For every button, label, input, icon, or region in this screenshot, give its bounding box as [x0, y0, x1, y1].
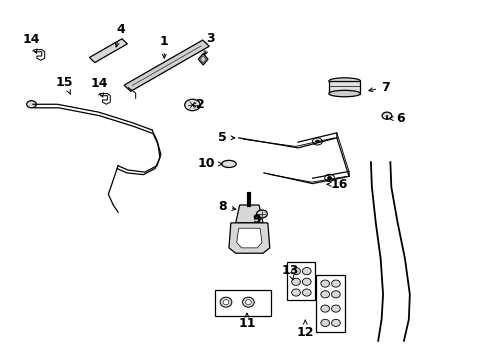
- Text: 13: 13: [281, 264, 298, 280]
- Ellipse shape: [331, 291, 340, 298]
- Text: 3: 3: [203, 32, 214, 55]
- Ellipse shape: [320, 291, 329, 298]
- Ellipse shape: [331, 305, 340, 312]
- Text: 12: 12: [296, 320, 313, 339]
- Ellipse shape: [242, 297, 254, 307]
- Ellipse shape: [302, 289, 310, 296]
- Text: 4: 4: [115, 23, 124, 47]
- Text: 14: 14: [23, 33, 40, 53]
- Circle shape: [312, 138, 322, 145]
- Ellipse shape: [331, 280, 340, 287]
- Bar: [215, 290, 271, 316]
- Text: 16: 16: [326, 178, 347, 191]
- Text: 9: 9: [252, 213, 261, 226]
- Polygon shape: [235, 205, 263, 223]
- Polygon shape: [236, 228, 262, 248]
- Polygon shape: [328, 81, 360, 94]
- Ellipse shape: [302, 278, 310, 285]
- Text: 2: 2: [192, 99, 204, 112]
- Ellipse shape: [328, 78, 360, 84]
- Circle shape: [184, 99, 200, 111]
- Ellipse shape: [331, 319, 340, 327]
- Circle shape: [381, 112, 391, 119]
- Ellipse shape: [223, 300, 228, 305]
- Text: 5: 5: [218, 131, 234, 144]
- Text: 1: 1: [160, 35, 168, 58]
- Ellipse shape: [291, 278, 300, 285]
- Ellipse shape: [302, 267, 310, 275]
- Bar: [316, 275, 344, 332]
- Polygon shape: [89, 39, 127, 63]
- Ellipse shape: [320, 319, 329, 327]
- Ellipse shape: [221, 160, 236, 167]
- Circle shape: [315, 140, 319, 143]
- Bar: [287, 262, 315, 300]
- Text: 11: 11: [238, 313, 255, 330]
- Text: 10: 10: [198, 157, 222, 170]
- Text: 15: 15: [56, 76, 73, 94]
- Text: 7: 7: [368, 81, 389, 94]
- Circle shape: [324, 174, 334, 181]
- Circle shape: [27, 101, 36, 108]
- Ellipse shape: [320, 280, 329, 287]
- Ellipse shape: [328, 90, 360, 97]
- Circle shape: [256, 210, 267, 218]
- Ellipse shape: [320, 305, 329, 312]
- Ellipse shape: [291, 289, 300, 296]
- Text: 14: 14: [91, 77, 108, 97]
- Ellipse shape: [291, 267, 300, 275]
- Polygon shape: [124, 40, 209, 91]
- Polygon shape: [198, 54, 207, 65]
- Ellipse shape: [220, 297, 231, 307]
- Ellipse shape: [245, 300, 251, 305]
- Circle shape: [327, 176, 331, 179]
- Text: 6: 6: [388, 112, 404, 125]
- Polygon shape: [228, 223, 269, 253]
- Text: 8: 8: [218, 200, 235, 213]
